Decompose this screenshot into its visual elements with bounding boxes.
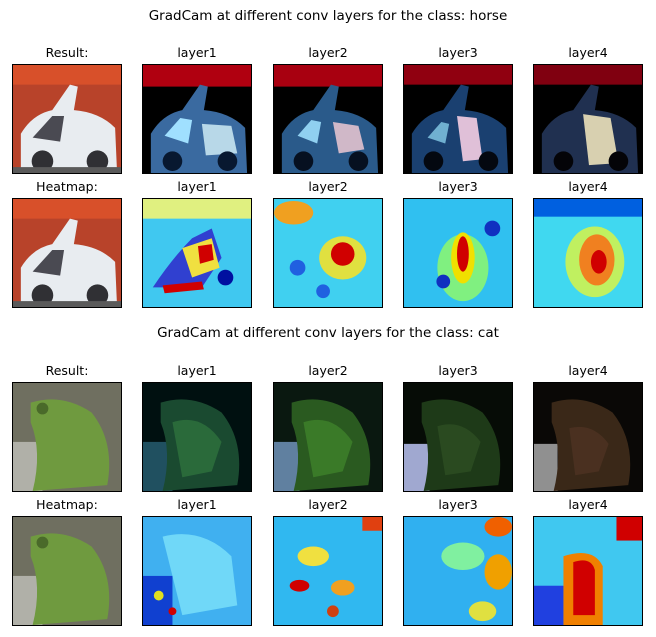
frog-gradcam-layer4: [533, 382, 643, 492]
car-heatmap-layer2: [273, 198, 383, 308]
f1-r2-title-0: Heatmap:: [36, 179, 98, 194]
f1-r2-title-1: layer1: [177, 179, 217, 194]
frog-gradcam-layer1: [142, 382, 252, 492]
car-image-heatmap: [12, 198, 122, 308]
f2-r2-title-4: layer4: [568, 497, 608, 512]
f2-r1-title-3: layer3: [438, 363, 478, 378]
frog-image-result: [12, 382, 122, 492]
f2-r2-title-0: Heatmap:: [36, 497, 98, 512]
f1-r1-title-3: layer3: [438, 45, 478, 60]
f1-r1-title-0: Result:: [45, 45, 89, 60]
car-gradcam-layer4: [533, 64, 643, 174]
frog-image-heatmap: [12, 516, 122, 626]
frog-gradcam-layer2: [273, 382, 383, 492]
f1-r1-title-4: layer4: [568, 45, 608, 60]
car-heatmap-layer4: [533, 198, 643, 308]
car-heatmap-layer3: [403, 198, 513, 308]
f1-r2-title-3: layer3: [438, 179, 478, 194]
frog-heatmap-layer2: [273, 516, 383, 626]
f1-r1-title-2: layer2: [308, 45, 348, 60]
f2-r2-title-1: layer1: [177, 497, 217, 512]
f1-r2-title-4: layer4: [568, 179, 608, 194]
frog-heatmap-layer4: [533, 516, 643, 626]
frog-heatmap-layer1: [142, 516, 252, 626]
car-gradcam-layer3: [403, 64, 513, 174]
f2-r1-title-4: layer4: [568, 363, 608, 378]
car-image-result: [12, 64, 122, 174]
f2-r2-title-2: layer2: [308, 497, 348, 512]
figure-1-title: GradCam at different conv layers for the…: [148, 8, 508, 24]
f1-r1-title-1: layer1: [177, 45, 217, 60]
frog-gradcam-layer3: [403, 382, 513, 492]
f1-r2-title-2: layer2: [308, 179, 348, 194]
car-gradcam-layer2: [273, 64, 383, 174]
figure-2-title: GradCam at different conv layers for the…: [157, 325, 499, 341]
car-gradcam-layer1: [142, 64, 252, 174]
car-heatmap-layer1: [142, 198, 252, 308]
f2-r1-title-0: Result:: [45, 363, 89, 378]
f2-r1-title-1: layer1: [177, 363, 217, 378]
f2-r2-title-3: layer3: [438, 497, 478, 512]
frog-heatmap-layer3: [403, 516, 513, 626]
f2-r1-title-2: layer2: [308, 363, 348, 378]
